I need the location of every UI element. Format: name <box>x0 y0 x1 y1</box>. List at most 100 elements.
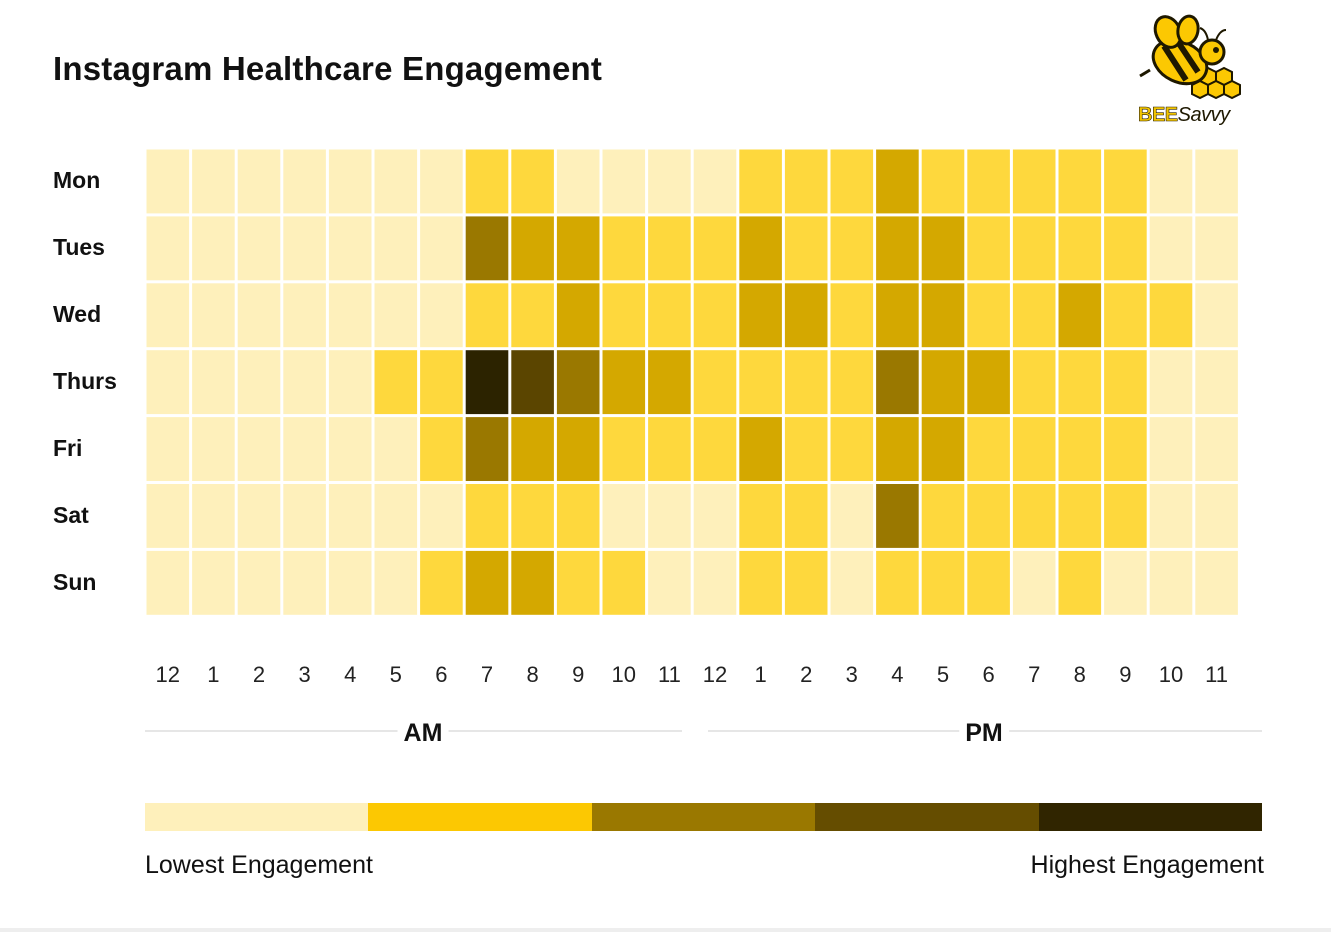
am-label: AM <box>397 719 449 748</box>
heatmap-cell-sun-18 <box>967 550 1010 615</box>
heatmap-cell-fri-12 <box>693 417 737 481</box>
heatmap-cell-wed-22 <box>1149 283 1193 348</box>
heatmap-cell-sat-18 <box>967 484 1010 548</box>
day-label-sat: Sat <box>53 501 89 528</box>
heatmap-cell-mon-6 <box>420 149 463 214</box>
heatmap-cell-sat-4 <box>328 484 372 548</box>
hour-label-18: 6 <box>982 662 995 687</box>
heatmap-cell-sun-0 <box>146 550 190 615</box>
hour-label-5: 5 <box>389 662 402 687</box>
heatmap-cell-tues-22 <box>1149 216 1193 281</box>
legend-segment-3 <box>591 803 816 831</box>
heatmap-cell-wed-8 <box>511 283 554 348</box>
day-label-wed: Wed <box>53 301 102 328</box>
heatmap-cell-mon-20 <box>1058 149 1102 214</box>
heatmap-cell-tues-1 <box>192 216 235 281</box>
heatmap-cell-thurs-13 <box>739 350 782 415</box>
heatmap-cell-sat-23 <box>1195 484 1238 548</box>
heatmap-cell-sun-11 <box>648 550 691 615</box>
hour-label-13: 1 <box>754 662 767 687</box>
legend-color-bar <box>145 803 1263 831</box>
heatmap-cell-mon-14 <box>784 149 828 214</box>
heatmap-cell-thurs-0 <box>146 350 190 415</box>
hour-label-12: 12 <box>702 662 728 687</box>
heatmap-cell-tues-21 <box>1104 216 1147 281</box>
heatmap-cell-sat-1 <box>192 484 235 548</box>
hour-label-15: 3 <box>845 662 858 687</box>
legend-low-label: Lowest Engagement <box>145 851 373 879</box>
heatmap-cell-wed-4 <box>328 283 372 348</box>
heatmap-cell-sun-2 <box>237 550 281 615</box>
heatmap-cell-mon-23 <box>1195 149 1238 214</box>
heatmap-cell-fri-1 <box>192 417 235 481</box>
hour-label-23: 11 <box>1205 662 1229 687</box>
heatmap-cell-fri-0 <box>146 417 190 481</box>
hour-label-21: 9 <box>1119 662 1132 687</box>
heatmap-cell-sat-10 <box>602 484 646 548</box>
heatmap-cell-sat-8 <box>511 484 554 548</box>
heatmap-cell-sun-21 <box>1104 550 1147 615</box>
day-label-tues: Tues <box>53 234 105 261</box>
heatmap-cell-wed-20 <box>1058 283 1102 348</box>
heatmap-cell-mon-8 <box>511 149 554 214</box>
heatmap-cell-sat-3 <box>283 484 326 548</box>
hour-label-0: 12 <box>155 662 181 687</box>
heatmap-cell-mon-4 <box>328 149 372 214</box>
heatmap-cell-thurs-1 <box>192 350 235 415</box>
heatmap-cell-fri-8 <box>511 417 554 481</box>
hour-label-4: 4 <box>344 662 357 687</box>
heatmap-cell-wed-16 <box>876 283 919 348</box>
heatmap-cell-wed-10 <box>602 283 646 348</box>
heatmap-cell-mon-19 <box>1012 149 1056 214</box>
heatmap-cell-mon-10 <box>602 149 646 214</box>
heatmap-cell-tues-19 <box>1012 216 1056 281</box>
hour-label-16: 4 <box>891 662 904 687</box>
chart-title: Instagram Healthcare Engagement <box>53 50 603 87</box>
day-label-sun: Sun <box>53 568 97 595</box>
day-label-mon: Mon <box>53 167 101 194</box>
heatmap-cell-sat-22 <box>1149 484 1193 548</box>
heatmap-cell-sun-19 <box>1012 550 1056 615</box>
heatmap-cell-fri-5 <box>374 417 418 481</box>
heatmap-cell-thurs-11 <box>648 350 691 415</box>
hour-label-2: 2 <box>252 662 266 687</box>
heatmap-cell-thurs-4 <box>328 350 372 415</box>
heatmap-cell-tues-12 <box>693 216 737 281</box>
heatmap-cell-wed-5 <box>374 283 418 348</box>
heatmap-cell-mon-17 <box>921 149 965 214</box>
heatmap-cell-tues-4 <box>328 216 372 281</box>
hour-label-9: 9 <box>572 662 585 687</box>
heatmap-cell-fri-18 <box>967 417 1010 481</box>
heatmap-cell-sun-13 <box>739 550 782 615</box>
heatmap-cell-sun-6 <box>420 550 463 615</box>
heatmap-cell-wed-14 <box>784 283 828 348</box>
heatmap-cell-thurs-18 <box>967 350 1010 415</box>
heatmap-cell-sat-7 <box>465 484 509 548</box>
hour-label-10: 10 <box>611 662 637 687</box>
heatmap-cell-mon-7 <box>465 149 509 214</box>
heatmap-cell-tues-6 <box>420 216 463 281</box>
heatmap-cell-fri-14 <box>784 417 828 481</box>
heatmap-cell-tues-13 <box>739 216 782 281</box>
heatmap-cell-thurs-16 <box>876 350 919 415</box>
heatmap-cell-thurs-5 <box>374 350 418 415</box>
heatmap-cell-sat-16 <box>876 484 919 548</box>
heatmap-cell-sun-23 <box>1195 550 1238 615</box>
heatmap-cell-thurs-23 <box>1195 350 1238 415</box>
heatmap-cell-sat-11 <box>648 484 691 548</box>
heatmap-cell-sun-8 <box>511 550 554 615</box>
heatmap-cell-fri-13 <box>739 417 782 481</box>
heatmap-cell-sun-3 <box>283 550 326 615</box>
heatmap-cell-wed-21 <box>1104 283 1147 348</box>
heatmap-cell-tues-17 <box>921 216 965 281</box>
heatmap-cell-wed-3 <box>283 283 326 348</box>
hour-label-3: 3 <box>298 662 311 687</box>
heatmap-cell-tues-14 <box>784 216 828 281</box>
heatmap-cell-wed-1 <box>192 283 235 348</box>
heatmap-cell-sun-17 <box>921 550 965 615</box>
heatmap-cell-thurs-15 <box>830 350 874 415</box>
bee-logo-icon <box>1139 14 1241 100</box>
heatmap-cell-sun-1 <box>192 550 235 615</box>
logo-wordmark: BEESavvy <box>1138 104 1230 127</box>
